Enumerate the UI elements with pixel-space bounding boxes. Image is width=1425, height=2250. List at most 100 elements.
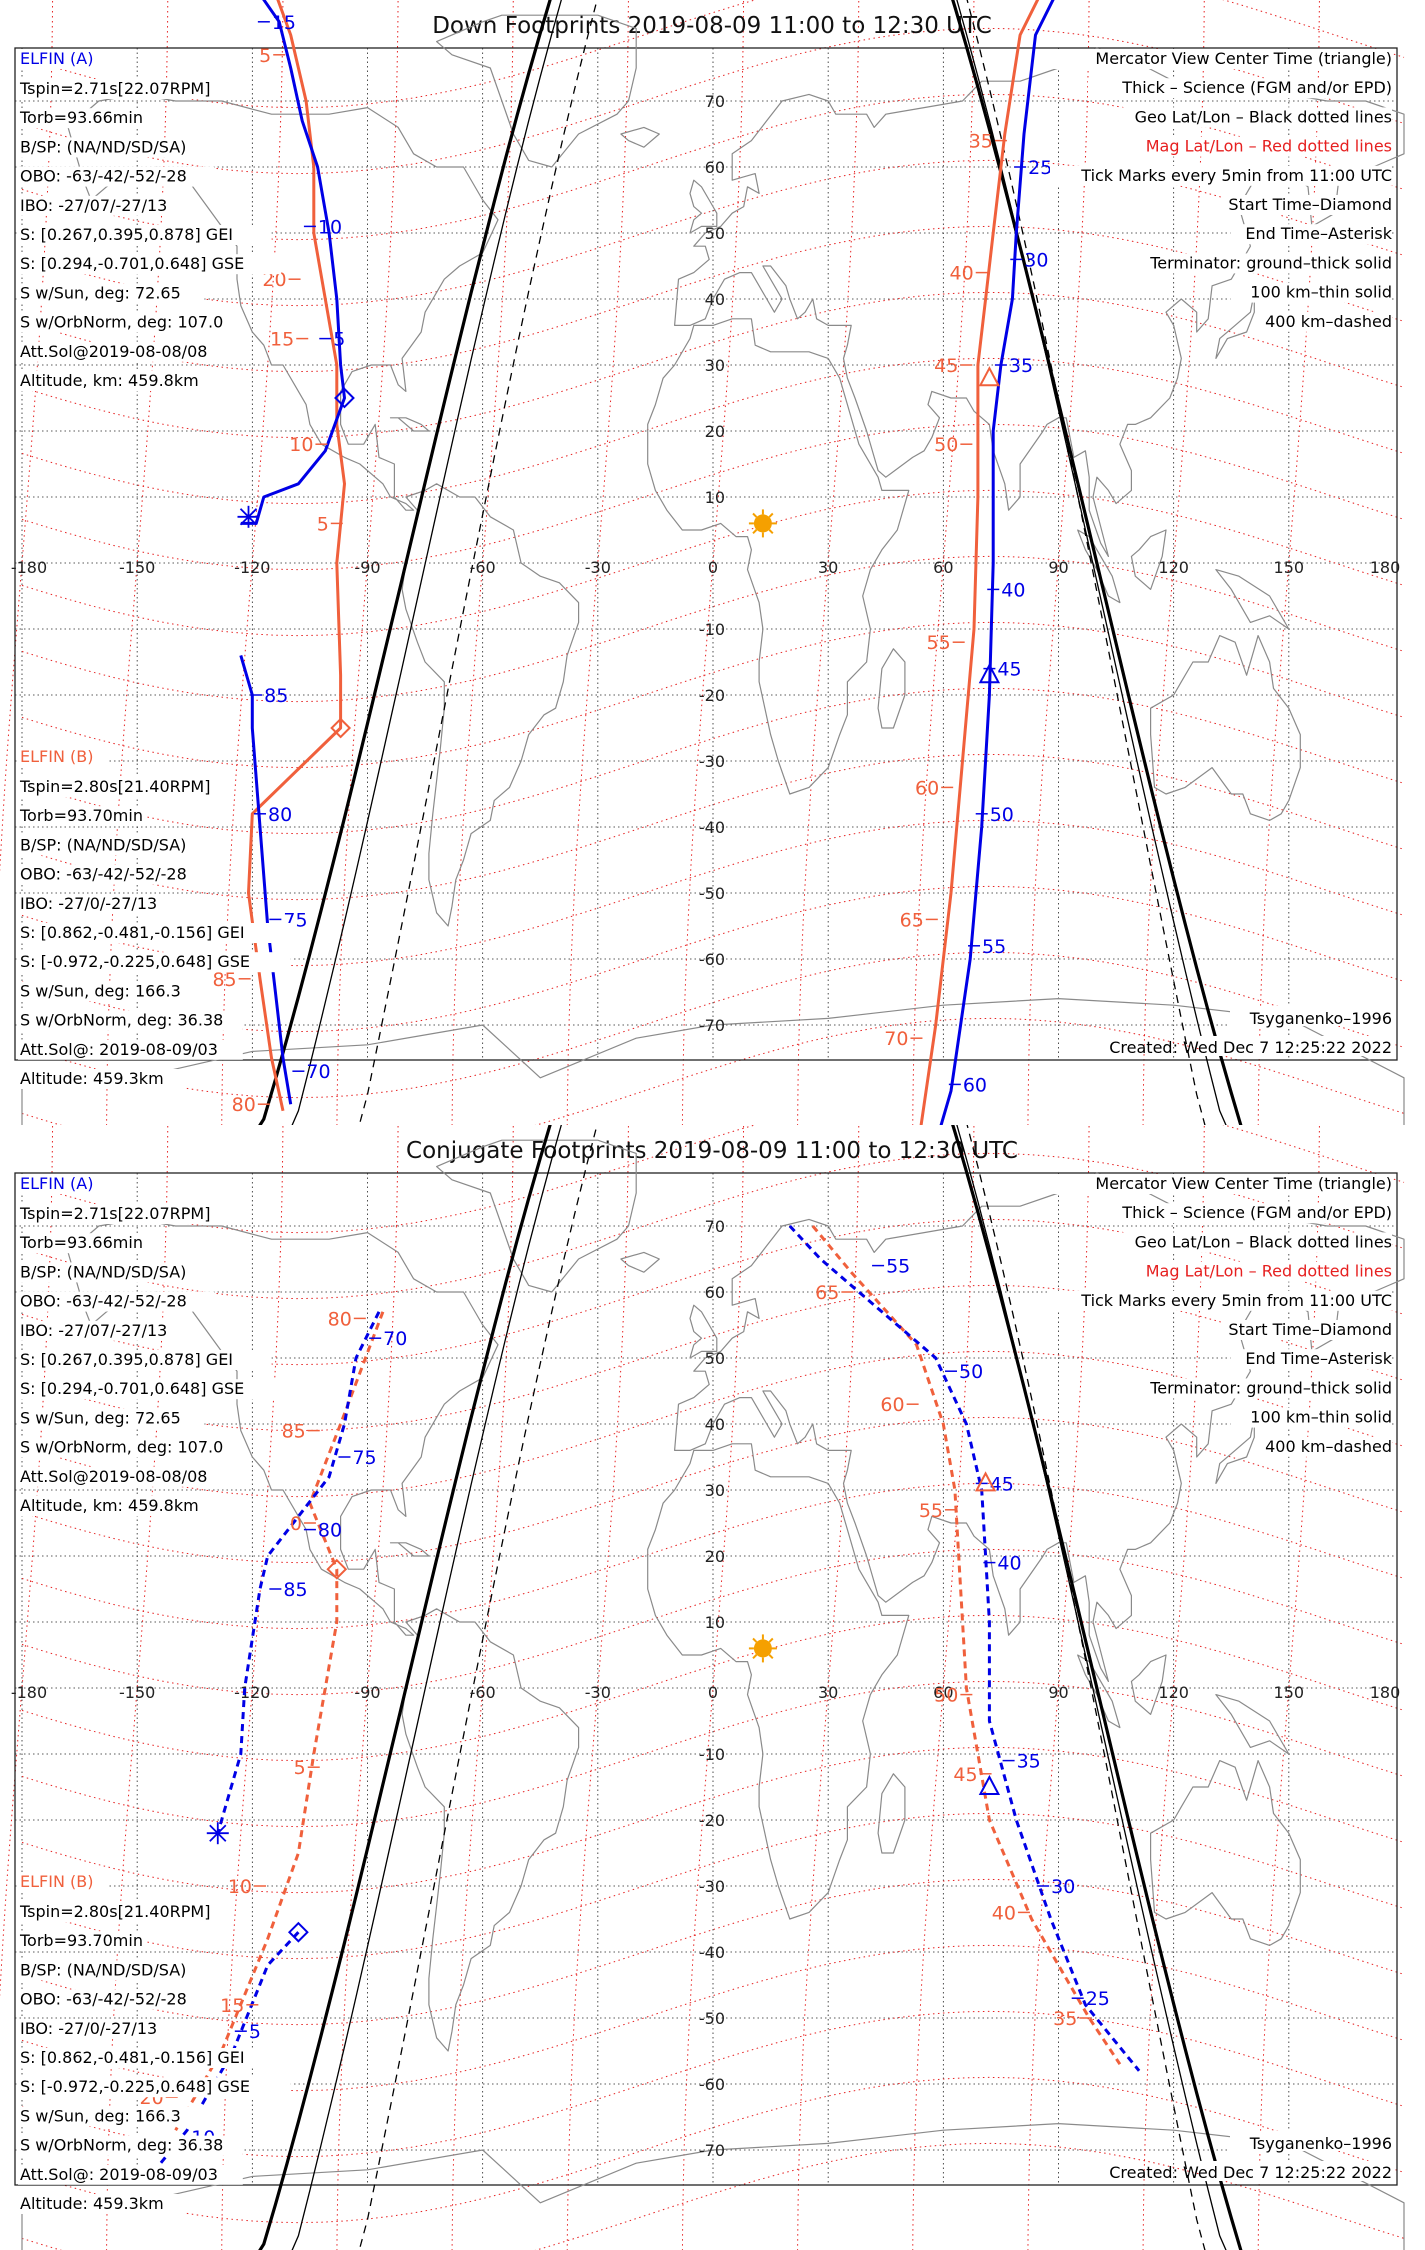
mag-parallel [21, 621, 1405, 769]
elfin-a-info-line: S w/OrbNorm, deg: 107.0 [20, 1438, 223, 1457]
label-backdrop [18, 2048, 291, 2068]
legend-entry: Tick Marks every 5min from 11:00 UTC [1080, 166, 1392, 185]
elfin-b-tick-label: 5 [259, 45, 271, 67]
elfin-a-tick-label: 50 [990, 804, 1014, 826]
label-backdrop [18, 371, 224, 391]
elfin-b-tick-label: 15 [270, 329, 294, 351]
track-ticks: 1510585807570253035404550556052015105858… [212, 12, 1052, 1116]
center-time-triangle-a [978, 1774, 1001, 1795]
coastline [67, 1218, 499, 1636]
conjugate-footprints-panel: Conjugate Footprints 2019-08-09 11:00 to… [0, 1125, 1425, 2250]
legend-entry: Start Time–Diamond [1228, 1320, 1392, 1339]
elfin-a-end-asterisk [237, 505, 260, 528]
label-backdrop [18, 2135, 243, 2156]
elfin-a-tick-label: 10 [318, 216, 342, 238]
label-backdrop [1088, 1203, 1392, 1224]
elfin-b-tick-label: 35 [969, 131, 993, 153]
elfin-a-name: ELFIN (A) [20, 1174, 93, 1193]
coastline [1130, 529, 1167, 591]
mag-parallel [21, 1017, 1405, 1125]
coastline [620, 126, 660, 148]
label-backdrop [18, 777, 224, 797]
elfin-b-tick-label: 55 [919, 1500, 943, 1522]
elfin-b-tick-label: 5 [317, 513, 329, 535]
coastline [689, 1304, 718, 1359]
lon-tick-label: -90 [354, 1683, 380, 1702]
center-time-triangle-a [978, 663, 1001, 684]
mag-parallel [21, 1125, 1405, 1234]
lat-tick-label: 10 [705, 488, 725, 507]
markers [206, 1471, 1001, 1943]
coastline [1149, 634, 1301, 822]
legend-entry: Tick Marks every 5min from 11:00 UTC [1080, 1291, 1392, 1310]
coastline [689, 179, 718, 234]
lon-tick-label: 0 [708, 1683, 718, 1702]
lon-tick-label: -30 [585, 1683, 611, 1702]
label-backdrop [1230, 2131, 1395, 2151]
mag-parallel [21, 1614, 1405, 1762]
elfin-b-info: ELFIN (B) Tspin=2.80s[21.40RPM] Torb=93.70… [18, 1872, 291, 2214]
lon-tick-label: -60 [470, 1683, 496, 1702]
elfin-b-track-east [919, 0, 1040, 1125]
sun-ray [768, 1654, 774, 1660]
elfin-a-start-diamond [334, 387, 355, 409]
label-backdrop [1221, 195, 1392, 215]
label-backdrop [1268, 1436, 1392, 1457]
elfin-b-info-line: Altitude: 459.3km [20, 1069, 164, 1088]
elfin-b-info-line: OBO: -63/-42/-52/-28 [20, 865, 187, 884]
label-backdrop [18, 1069, 186, 1089]
end-asterisk-stroke [209, 1824, 227, 1842]
elfin-a-info-line: OBO: -63/-42/-52/-28 [20, 167, 187, 186]
legend-entry: Mag Lat/Lon – Red dotted lines [1146, 137, 1392, 156]
mag-parallel [21, 2142, 1405, 2250]
lat-tick-label: -50 [699, 2009, 725, 2028]
sun-ray [768, 512, 774, 518]
mag-parallel [21, 2010, 1405, 2158]
elfin-b-name: ELFIN (B) [20, 747, 93, 766]
terminator-100km [291, 1125, 1227, 2250]
lon-tick-label: 120 [1158, 1683, 1189, 1702]
lon-tick-label: 60 [933, 558, 953, 577]
legend-entry: 100 km–thin solid [1250, 283, 1392, 302]
elfin-a-info-line: Tspin=2.71s[22.07RPM] [19, 1204, 210, 1223]
mag-parallel [21, 1482, 1405, 1630]
coastline [647, 318, 910, 795]
lat-tick-label: -20 [699, 1811, 725, 1830]
lat-tick-label: 20 [705, 1547, 725, 1566]
lon-tick-label: -150 [119, 558, 155, 577]
elfin-a-name: ELFIN (A) [20, 49, 93, 68]
mag-parallel [21, 753, 1405, 901]
elfin-a-tick-label: 80 [318, 1520, 342, 1542]
lon-tick-label: 30 [818, 1683, 838, 1702]
elfin-a-tick-label: 25 [1086, 1988, 1110, 2010]
elfin-b-tick-label: 50 [934, 434, 958, 456]
elfin-a-tick-label: 70 [306, 1061, 330, 1083]
label-backdrop [18, 283, 205, 304]
legend-entry: Geo Lat/Lon – Black dotted lines [1135, 1232, 1392, 1251]
coastline [401, 483, 580, 927]
label-backdrop [18, 1204, 224, 1224]
coastline [877, 648, 906, 729]
elfin-a-tick-label: 50 [959, 1361, 983, 1383]
mag-parallel [21, 489, 1405, 637]
elfin-b-tick-label: 65 [900, 909, 924, 931]
label-backdrop [18, 49, 109, 69]
elfin-a-track-east [939, 0, 1055, 1125]
elfin-b-tick-label: 5 [294, 1757, 306, 1779]
elfin-a-tick-label: 40 [1001, 579, 1025, 601]
label-backdrop [18, 1233, 147, 1254]
elfin-b-info-line: S: [-0.972,-0.225,0.648] GSE [20, 952, 250, 971]
elfin-a-track-segment [239, 654, 293, 1105]
elfin-b-tick-label: 65 [815, 1282, 839, 1304]
elfin-b-info-line: Torb=93.70min [19, 806, 143, 825]
elfin-a-tick-label: 15 [272, 12, 296, 34]
label-backdrop [1088, 107, 1392, 128]
legend-entry: Mercator View Center Time (triangle) [1095, 1174, 1392, 1193]
axis-labels: -180 -150 -120 -90 -60 -30 0 30 60 90 120 150 180706… [11, 1217, 1400, 2160]
legend: Mercator View Center Time (triangle) Thic… [1050, 49, 1393, 332]
footprint-tracks [143, 1224, 1141, 2184]
elfin-a-info-line: S w/Sun, deg: 72.65 [20, 1408, 181, 1427]
lat-tick-label: -10 [699, 1745, 725, 1764]
coastline [1130, 1654, 1167, 1716]
mag-parallel [21, 1812, 1405, 1960]
